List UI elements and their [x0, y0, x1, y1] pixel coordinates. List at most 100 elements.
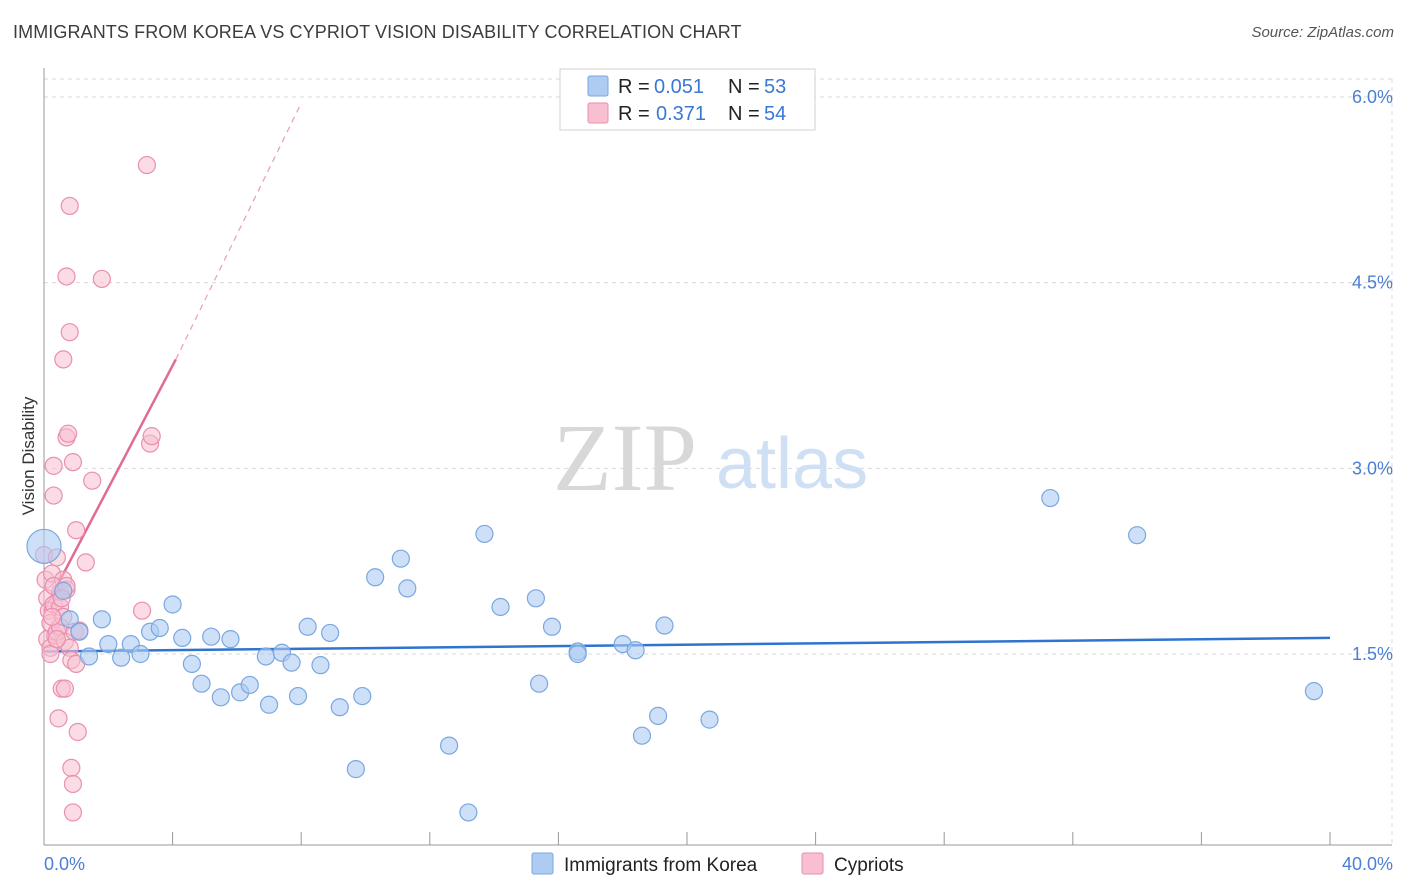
point-cypriots-27	[60, 323, 79, 342]
point-korea-41	[542, 617, 562, 636]
watermark-zip: ZIP	[553, 404, 697, 511]
point-cypriots-14	[49, 709, 68, 728]
point-cypriots-41	[83, 471, 102, 490]
bottom-legend-label-korea: Immigrants from Korea	[564, 855, 758, 876]
point-korea-9	[131, 644, 150, 664]
point-korea-22	[259, 695, 279, 714]
bottom-legend: Immigrants from Korea Cypriots	[531, 852, 904, 876]
point-cypriots-22	[55, 679, 74, 698]
legend-box: R = 0.051 N = 53 R = 0.371 N = 54	[559, 68, 816, 131]
legend-n-value-korea: 53	[764, 76, 786, 98]
point-cypriots-42	[92, 269, 111, 289]
point-korea-3	[70, 622, 89, 641]
point-cypriots-19	[54, 350, 73, 369]
y-tick-label-2: 4.5%	[1352, 273, 1393, 293]
point-cypriots-9	[44, 486, 63, 505]
point-korea-11	[150, 618, 169, 638]
trend-line-korea	[43, 636, 1331, 653]
point-korea-40	[530, 674, 549, 693]
point-korea-31	[353, 686, 372, 706]
point-cypriots-34	[63, 803, 83, 822]
point-korea-49	[700, 710, 719, 729]
legend-swatch-korea	[587, 75, 609, 97]
y-tick-label-0: 1.5%	[1352, 644, 1393, 664]
point-korea-48	[655, 616, 674, 635]
point-korea-24	[282, 653, 301, 672]
point-korea-34	[398, 579, 417, 598]
point-cypriots-8	[44, 456, 63, 475]
point-korea-38	[491, 597, 510, 617]
watermark: ZIP atlas	[553, 404, 868, 511]
bottom-legend-label-cypriots: Cypriots	[834, 855, 904, 876]
point-korea-2	[60, 610, 79, 629]
point-cypriots-30	[62, 758, 81, 777]
legend-r-label-korea: R =	[618, 76, 650, 98]
legend-swatch-cypriots	[587, 102, 609, 124]
chart-title: IMMIGRANTS FROM KOREA VS CYPRIOT VISION …	[13, 22, 742, 42]
point-korea-17	[211, 688, 230, 707]
trend-line-cypriots-extension	[175, 102, 302, 360]
trend-lines	[42, 102, 1331, 653]
x-tick-label-1: 40.0%	[1342, 854, 1393, 874]
point-korea-14	[182, 654, 201, 674]
point-korea-16	[202, 627, 221, 646]
point-korea-33	[391, 549, 410, 568]
legend-n-label-korea: N =	[728, 76, 760, 98]
point-korea-12	[163, 595, 182, 614]
point-korea-25	[288, 686, 308, 706]
point-cypriots-23	[57, 267, 76, 286]
legend-r-label-cypriots: R =	[618, 103, 650, 125]
point-korea-51	[1127, 526, 1147, 545]
y-tick-label-1: 3.0%	[1352, 458, 1393, 478]
point-korea-45	[626, 641, 645, 660]
legend-n-value-cypriots: 54	[764, 103, 786, 125]
point-korea-0	[26, 528, 62, 564]
point-korea-20	[240, 675, 259, 695]
point-korea-32	[366, 568, 385, 587]
point-korea-7	[112, 648, 131, 667]
point-korea-47	[648, 706, 668, 725]
point-cypriots-50	[47, 630, 66, 649]
point-cypriots-44	[137, 155, 156, 175]
point-cypriots-52	[42, 607, 62, 626]
legend-n-label-cypriots: N =	[728, 103, 760, 125]
source-label: Source: ZipAtlas.com	[1251, 24, 1394, 41]
point-korea-1	[54, 581, 73, 600]
point-korea-52	[1304, 682, 1324, 701]
axes	[43, 68, 1392, 846]
point-korea-50	[1041, 488, 1060, 508]
point-korea-28	[321, 623, 340, 643]
bottom-legend-swatch-cypriots	[801, 852, 824, 875]
y-axis-label: Vision Disability	[19, 396, 38, 515]
point-korea-37	[475, 524, 494, 544]
series-korea	[26, 488, 1324, 822]
series-cypriots	[34, 155, 161, 822]
point-cypriots-32	[63, 453, 83, 472]
point-cypriots-26	[59, 424, 78, 443]
point-korea-30	[346, 760, 365, 779]
y-tick-label-3: 6.0%	[1352, 87, 1393, 107]
point-cypriots-38	[68, 722, 87, 742]
point-korea-26	[298, 617, 317, 636]
x-tick-label-0: 0.0%	[44, 854, 85, 874]
point-cypriots-40	[76, 553, 95, 572]
point-korea-27	[311, 656, 330, 675]
point-korea-29	[330, 698, 349, 717]
point-korea-18	[221, 630, 240, 649]
point-korea-43	[568, 644, 587, 664]
legend-r-value-korea: 0.051	[654, 76, 704, 98]
bottom-legend-swatch-korea	[531, 852, 554, 875]
point-korea-5	[92, 610, 111, 629]
point-korea-15	[192, 674, 211, 693]
point-cypriots-28	[60, 196, 79, 216]
point-cypriots-46	[142, 427, 161, 446]
point-korea-13	[173, 628, 192, 648]
point-korea-4	[79, 647, 99, 666]
point-korea-21	[256, 647, 275, 666]
trend-line-cypriots	[42, 358, 177, 612]
watermark-atlas: atlas	[716, 424, 868, 504]
point-korea-39	[526, 589, 545, 608]
point-cypriots-43	[132, 601, 152, 620]
point-korea-35	[439, 736, 459, 755]
